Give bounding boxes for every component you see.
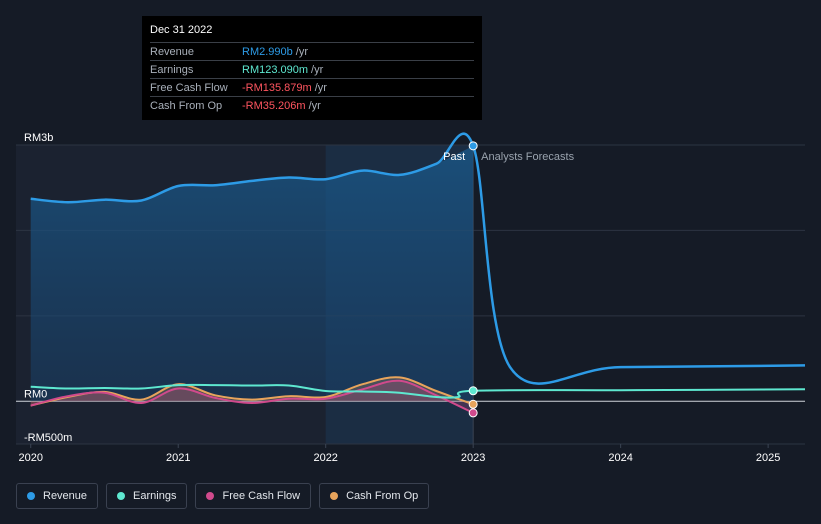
tooltip-value: RM123.090m <box>242 63 309 76</box>
tooltip-unit: /yr <box>295 45 308 58</box>
tooltip-row-free-cash-flow: Free Cash Flow -RM135.879m /yr <box>150 78 474 96</box>
legend-label: Revenue <box>43 490 88 502</box>
series-lines <box>30 132 806 414</box>
legend-item-revenue[interactable]: Revenue <box>16 483 99 509</box>
legend-label: Cash From Op <box>346 490 419 502</box>
tooltip-row-cash-from-op: Cash From Op -RM35.206m /yr <box>150 96 474 114</box>
tooltip-row-earnings: Earnings RM123.090m /yr <box>150 60 474 78</box>
legend-label: Free Cash Flow <box>222 490 301 502</box>
tooltip-row-revenue: Revenue RM2.990b /yr <box>150 42 474 60</box>
y-tick-label: RM0 <box>24 388 47 400</box>
legend-item-earnings[interactable]: Earnings <box>106 483 188 509</box>
legend-item-cash-from-op[interactable]: Cash From Op <box>319 483 430 509</box>
marker-revenue <box>468 141 478 151</box>
legend-item-free-cash-flow[interactable]: Free Cash Flow <box>195 483 312 509</box>
series-markers <box>468 141 478 418</box>
legend: Revenue Earnings Free Cash Flow Cash Fro… <box>16 483 430 511</box>
tooltip-date: Dec 31 2022 <box>150 24 213 36</box>
revenue-area <box>30 145 474 402</box>
tooltip-value: RM2.990b <box>242 45 293 58</box>
x-tick-label: 2024 <box>608 452 632 464</box>
x-tick-label: 2021 <box>166 452 190 464</box>
legend-label: Earnings <box>133 490 177 502</box>
past-label: Past <box>443 151 465 163</box>
tooltip: Dec 31 2022 Revenue RM2.990b /yr Earning… <box>142 16 482 120</box>
tooltip-value: -RM35.206m <box>242 99 306 112</box>
marker-cash-from-op <box>468 399 478 409</box>
marker-free-cash-flow <box>468 408 478 418</box>
tooltip-unit: /yr <box>314 81 327 94</box>
legend-dot-icon <box>27 492 35 500</box>
legend-dot-icon <box>117 492 126 500</box>
x-tick-label: 2023 <box>461 452 485 464</box>
y-tick-label: -RM500m <box>24 432 72 444</box>
legend-dot-icon <box>330 492 339 500</box>
series-line-revenue <box>30 132 806 385</box>
x-tick-label: 2025 <box>756 452 780 464</box>
tooltip-unit: /yr <box>308 99 321 112</box>
y-axis: RM3b RM0 -RM500m <box>24 132 72 444</box>
series-line-free-cash-flow <box>30 379 474 414</box>
forecast-label: Analysts Forecasts <box>481 151 574 163</box>
tooltip-label: Free Cash Flow <box>150 81 228 94</box>
legend-dot-icon <box>206 492 215 500</box>
tooltip-label: Earnings <box>150 63 194 76</box>
marker-earnings <box>468 386 478 396</box>
tooltip-label: Cash From Op <box>150 99 223 112</box>
x-tick-label: 2020 <box>19 452 43 464</box>
series-line-earnings <box>30 383 806 399</box>
series-fill-2 <box>30 380 474 413</box>
x-axis: 2020 2021 2022 2023 2024 2025 <box>19 452 781 464</box>
tooltip-label: Revenue <box>150 45 195 58</box>
y-tick-label: RM3b <box>24 132 53 144</box>
tooltip-value: -RM135.879m <box>242 81 312 94</box>
tooltip-unit: /yr <box>311 63 324 76</box>
x-tick-label: 2022 <box>313 452 337 464</box>
